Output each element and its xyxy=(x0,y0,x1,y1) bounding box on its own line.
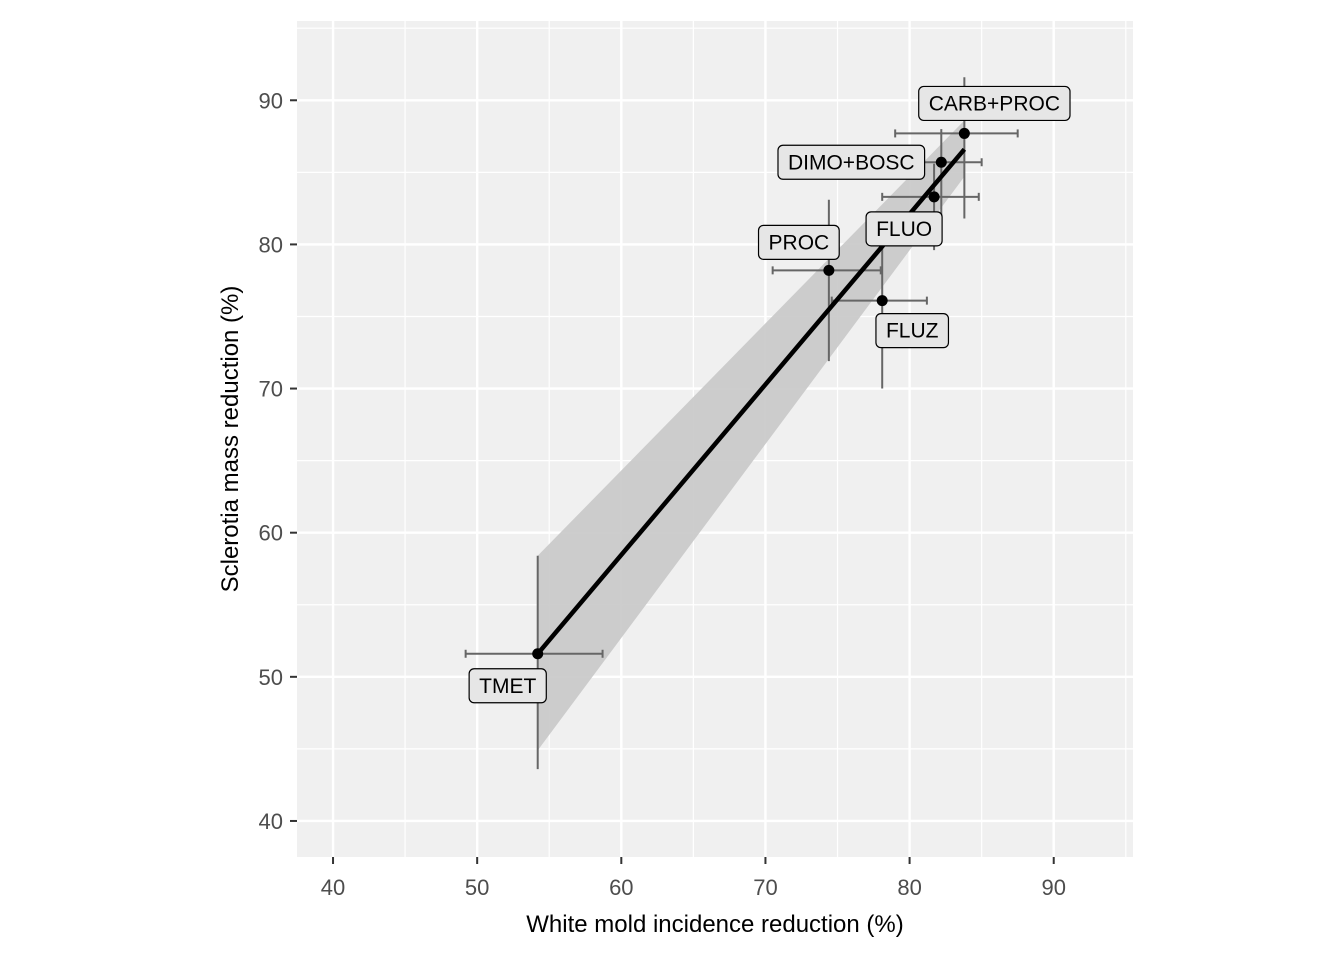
y-tick-label: 50 xyxy=(259,665,283,690)
x-tick-label: 90 xyxy=(1041,875,1065,900)
data-point-fluz xyxy=(876,295,888,307)
x-tick-label: 70 xyxy=(753,875,777,900)
axis-layer: 40 50 60 70 80 90 40 50 60 70 80 90 xyxy=(259,88,1066,900)
label-box xyxy=(468,668,547,704)
data-point-fluo xyxy=(928,191,940,203)
point-label-fluo: FLUO xyxy=(865,211,943,247)
label-box xyxy=(777,144,926,180)
label-box xyxy=(865,211,943,247)
point-label-fluz: FLUZ xyxy=(875,313,950,349)
point-label-carb-proc: CARB+PROC xyxy=(918,85,1071,122)
y-tick-label: 40 xyxy=(259,809,283,834)
data-point-proc xyxy=(823,264,835,276)
label-box xyxy=(918,85,1071,122)
label-text: CARB+PROC xyxy=(929,92,1060,115)
point-label-proc: PROC xyxy=(757,224,840,260)
label-box xyxy=(875,313,950,349)
data-point-tmet xyxy=(532,648,544,660)
y-tick-label: 80 xyxy=(259,232,283,257)
y-tick-label: 90 xyxy=(259,88,283,113)
y-tick-label: 60 xyxy=(259,521,283,546)
y-tick-label: 70 xyxy=(259,377,283,402)
label-text: DIMO+BOSC xyxy=(788,151,915,174)
point-label-tmet: TMET xyxy=(468,668,547,704)
x-tick-label: 80 xyxy=(897,875,921,900)
data-point-dimo-bosc xyxy=(935,156,947,168)
x-tick-label: 60 xyxy=(609,875,633,900)
x-tick-label: 50 xyxy=(465,875,489,900)
point-layer xyxy=(532,127,970,660)
y-axis-title: Sclerotia mass reduction (%) xyxy=(217,286,244,593)
point-label-layer: TMET PROC FLUZ FLUO DIMO+BOSC CARB+PROC xyxy=(468,85,1071,704)
x-axis-title: White mold incidence reduction (%) xyxy=(526,911,904,938)
data-point-carb-proc xyxy=(958,127,970,139)
label-text: TMET xyxy=(479,675,536,698)
label-text: FLUO xyxy=(876,218,932,241)
point-label-dimo-bosc: DIMO+BOSC xyxy=(777,144,926,180)
label-box xyxy=(757,224,840,260)
x-tick-label: 40 xyxy=(321,875,345,900)
label-text: FLUZ xyxy=(886,320,939,343)
label-text: PROC xyxy=(769,231,830,254)
